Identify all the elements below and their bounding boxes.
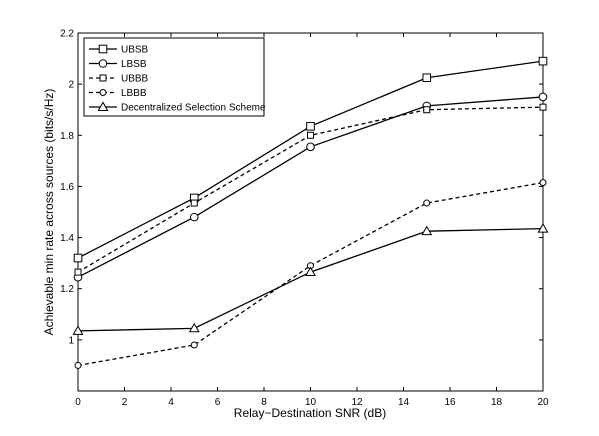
y-tick-label: 1.4 [60, 233, 74, 244]
series-2 [73, 92, 548, 282]
legend-label: LBSB [121, 59, 147, 70]
x-tick-label: 18 [491, 397, 503, 408]
data-point [306, 122, 315, 131]
y-tick-label: 1.2 [60, 284, 74, 295]
legend-marker [97, 101, 109, 111]
data-point [190, 341, 198, 349]
series-3 [74, 103, 547, 276]
legend-entry: LBBB [89, 88, 147, 99]
x-tick-label: 4 [168, 397, 174, 408]
data-point [74, 268, 82, 276]
series-5 [72, 223, 549, 335]
legend-label: LBBB [121, 88, 147, 99]
data-point [537, 223, 549, 233]
data-point [423, 199, 431, 207]
x-tick-label: 16 [444, 397, 456, 408]
legend-entry: Decentralized Selection Scheme [89, 101, 266, 114]
series-line [77, 181, 544, 367]
legend-marker [98, 44, 108, 54]
x-tick-label: 12 [351, 397, 363, 408]
legend-marker [99, 74, 107, 82]
legend-label: UBBB [121, 74, 149, 85]
data-point [74, 361, 82, 369]
y-tick-label: 2 [68, 80, 74, 91]
series-4 [74, 179, 547, 369]
data-point [73, 253, 83, 263]
data-point [190, 199, 198, 207]
data-point [421, 225, 433, 236]
legend-entry: UBBB [89, 74, 149, 85]
x-tick-label: 10 [305, 397, 317, 408]
y-tick-label: 2.2 [60, 29, 74, 40]
legend-entry: UBSB [89, 45, 149, 56]
data-point [189, 212, 199, 222]
data-point [422, 73, 432, 83]
legend-label: UBSB [121, 45, 149, 56]
series-group [72, 56, 549, 369]
legend-label: Decentralized Selection Scheme [121, 103, 266, 114]
y-tick-label: 1 [68, 335, 74, 346]
y-axis-label: Achievable min rate across sources (bits… [42, 89, 56, 336]
x-tick-label: 14 [398, 397, 410, 408]
data-point [538, 92, 548, 102]
data-point [305, 266, 316, 277]
x-tick-label: 6 [215, 397, 221, 408]
data-point [539, 179, 547, 187]
x-axis-label: Relay−Destination SNR (dB) [234, 406, 386, 420]
data-point [307, 131, 314, 139]
data-point [306, 142, 315, 152]
data-point [188, 322, 200, 333]
data-point [72, 325, 84, 335]
data-point [538, 56, 548, 66]
legend-entry: LBSB [89, 59, 147, 70]
x-tick-label: 20 [537, 397, 549, 408]
legend: UBSB LBSB UBBB LBBB Decentralized Selection … [83, 37, 266, 117]
legend-box [83, 37, 265, 117]
y-tick-label: 1.8 [60, 131, 74, 142]
axis-ticks: 0 2 4 6 8 10 12 14 16 18 20 1 1.2 1.4 1.6 1.8 2 2.2 [60, 29, 549, 409]
data-point [423, 106, 431, 114]
data-point [539, 103, 547, 111]
y-tick-label: 1.6 [60, 182, 74, 193]
x-tick-label: 2 [122, 397, 128, 408]
legend-marker [99, 89, 107, 96]
legend-marker [98, 59, 108, 68]
x-tick-label: 8 [261, 397, 267, 408]
series-1 [73, 56, 548, 263]
x-tick-label: 0 [75, 397, 81, 408]
